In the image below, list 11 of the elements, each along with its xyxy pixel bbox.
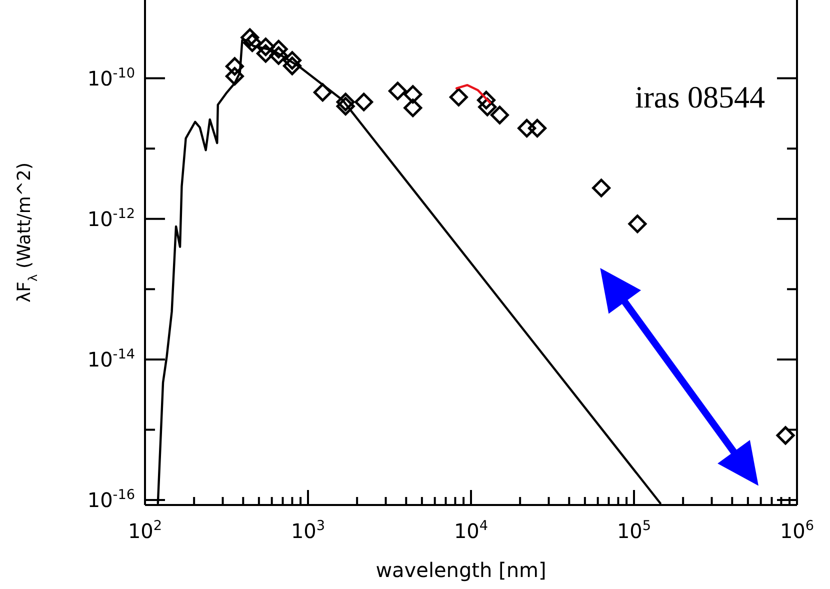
x-tick-label: 10$^{4}$ [454,518,488,543]
y-tick-label: 10$^{-16}$ [87,487,135,512]
x-tick-label: 10$^{5}$ [616,518,652,543]
x-tick-label: 10$^{6}$ [780,518,814,543]
y-tick-label: 10$^{-14}$ [87,346,135,372]
x-tick-label: 10$^{2}$ [128,518,162,543]
x-axis-title: wavelength [nm] [376,558,546,582]
x-tick-label: 10$^{3}$ [290,518,326,543]
y-tick-label: 10$^{-12}$ [87,206,135,231]
annotation: iras 08544 [634,79,766,114]
y-tick-label: 10$^{-10}$ [87,65,135,90]
